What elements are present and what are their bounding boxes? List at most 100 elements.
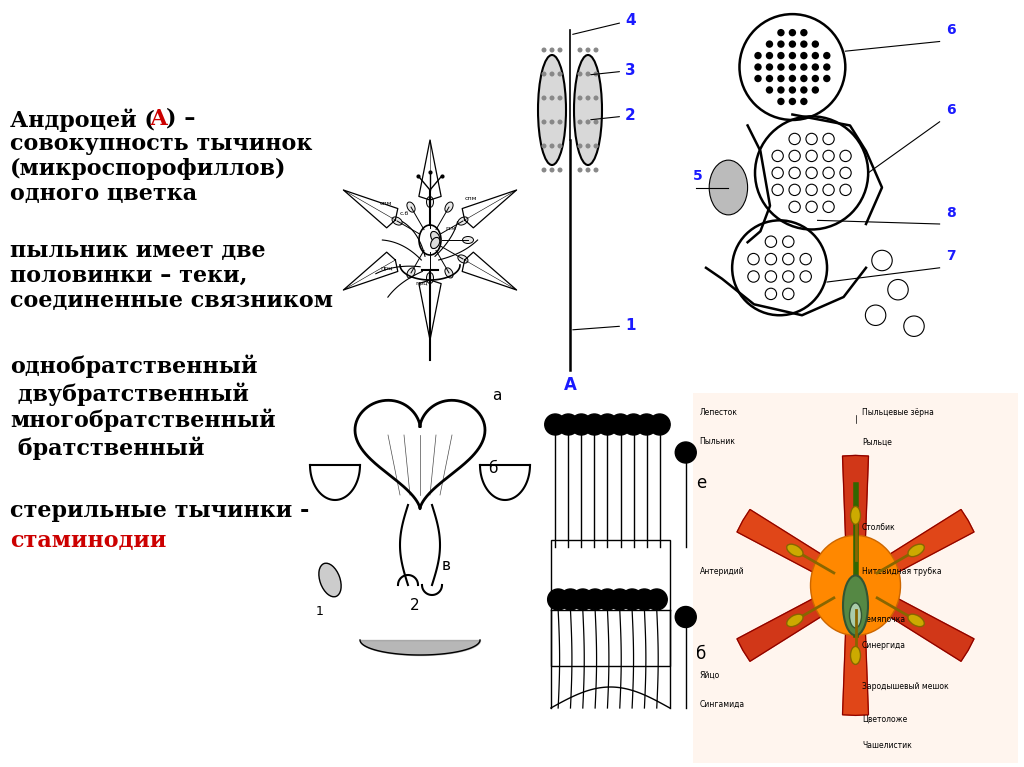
Circle shape xyxy=(550,71,555,77)
Text: прц: прц xyxy=(415,281,427,286)
Circle shape xyxy=(542,167,547,173)
Circle shape xyxy=(636,414,657,435)
Text: ) –: ) – xyxy=(166,108,196,130)
Circle shape xyxy=(584,414,605,435)
Circle shape xyxy=(777,52,784,59)
Circle shape xyxy=(766,75,773,82)
Circle shape xyxy=(578,71,583,77)
Text: 8: 8 xyxy=(946,206,955,219)
Circle shape xyxy=(766,86,773,94)
Text: с.б: с.б xyxy=(400,211,410,216)
Ellipse shape xyxy=(427,196,433,208)
Text: 2: 2 xyxy=(411,598,420,613)
Circle shape xyxy=(777,29,784,36)
Circle shape xyxy=(558,414,579,435)
Circle shape xyxy=(675,442,696,463)
Circle shape xyxy=(586,167,591,173)
Circle shape xyxy=(800,64,808,71)
Circle shape xyxy=(578,120,583,124)
Circle shape xyxy=(586,96,591,100)
Ellipse shape xyxy=(786,544,803,557)
Text: пыльник имеет две: пыльник имеет две xyxy=(10,240,265,262)
Circle shape xyxy=(755,75,762,82)
Polygon shape xyxy=(843,608,868,716)
Ellipse shape xyxy=(407,202,415,212)
Polygon shape xyxy=(737,509,836,574)
Circle shape xyxy=(634,589,655,610)
Polygon shape xyxy=(874,597,974,661)
Circle shape xyxy=(557,48,562,52)
Ellipse shape xyxy=(458,217,468,225)
Text: п.м: п.м xyxy=(445,226,456,231)
Circle shape xyxy=(777,97,784,105)
FancyBboxPatch shape xyxy=(693,393,1018,763)
Ellipse shape xyxy=(431,238,439,249)
Circle shape xyxy=(800,29,808,36)
Text: Антеридий: Антеридий xyxy=(699,567,744,576)
Circle shape xyxy=(812,64,819,71)
Circle shape xyxy=(622,589,643,610)
Text: 3: 3 xyxy=(591,63,636,78)
Circle shape xyxy=(550,120,555,124)
Circle shape xyxy=(777,64,784,71)
Circle shape xyxy=(557,71,562,77)
Circle shape xyxy=(788,64,796,71)
Text: Рыльце: Рыльце xyxy=(862,437,892,446)
Circle shape xyxy=(788,52,796,59)
Polygon shape xyxy=(843,456,868,563)
Circle shape xyxy=(777,86,784,94)
Circle shape xyxy=(550,48,555,52)
Circle shape xyxy=(557,120,562,124)
Text: одного цветка: одного цветка xyxy=(10,183,198,205)
Circle shape xyxy=(557,143,562,149)
Text: в: в xyxy=(442,558,451,573)
Text: А: А xyxy=(563,376,577,394)
Circle shape xyxy=(788,41,796,48)
Circle shape xyxy=(800,52,808,59)
Circle shape xyxy=(800,75,808,82)
Text: 1: 1 xyxy=(316,605,324,618)
Circle shape xyxy=(545,414,565,435)
Ellipse shape xyxy=(444,202,453,212)
Ellipse shape xyxy=(538,55,566,165)
Circle shape xyxy=(788,29,796,36)
Text: Чашелистик: Чашелистик xyxy=(862,741,912,750)
Circle shape xyxy=(800,41,808,48)
Circle shape xyxy=(766,64,773,71)
Bar xyxy=(551,540,670,666)
Ellipse shape xyxy=(710,160,748,215)
Text: 6: 6 xyxy=(946,23,955,38)
Ellipse shape xyxy=(392,217,402,225)
Circle shape xyxy=(646,589,668,610)
Ellipse shape xyxy=(908,614,925,627)
Text: Зародышевый мешок: Зародышевый мешок xyxy=(862,682,949,690)
Text: 2: 2 xyxy=(591,108,636,123)
Circle shape xyxy=(812,86,819,94)
Circle shape xyxy=(609,589,631,610)
Circle shape xyxy=(594,120,598,124)
Text: а: а xyxy=(492,388,502,403)
Ellipse shape xyxy=(908,544,925,557)
Circle shape xyxy=(788,97,796,105)
Text: 1: 1 xyxy=(572,318,636,333)
Circle shape xyxy=(542,120,547,124)
Ellipse shape xyxy=(851,647,860,664)
Circle shape xyxy=(812,52,819,59)
Text: б: б xyxy=(696,645,707,663)
Text: 6: 6 xyxy=(946,104,955,117)
Circle shape xyxy=(812,41,819,48)
Circle shape xyxy=(557,167,562,173)
Polygon shape xyxy=(737,597,836,661)
Circle shape xyxy=(597,589,617,610)
Ellipse shape xyxy=(786,614,803,627)
Ellipse shape xyxy=(851,506,860,525)
Ellipse shape xyxy=(458,255,468,263)
Text: 7: 7 xyxy=(946,249,955,264)
Circle shape xyxy=(550,143,555,149)
Circle shape xyxy=(586,120,591,124)
Polygon shape xyxy=(874,509,974,574)
Circle shape xyxy=(586,71,591,77)
Text: Пыльцевые зёрна: Пыльцевые зёрна xyxy=(862,408,934,416)
Text: Пыльник: Пыльник xyxy=(699,437,735,446)
Circle shape xyxy=(578,48,583,52)
